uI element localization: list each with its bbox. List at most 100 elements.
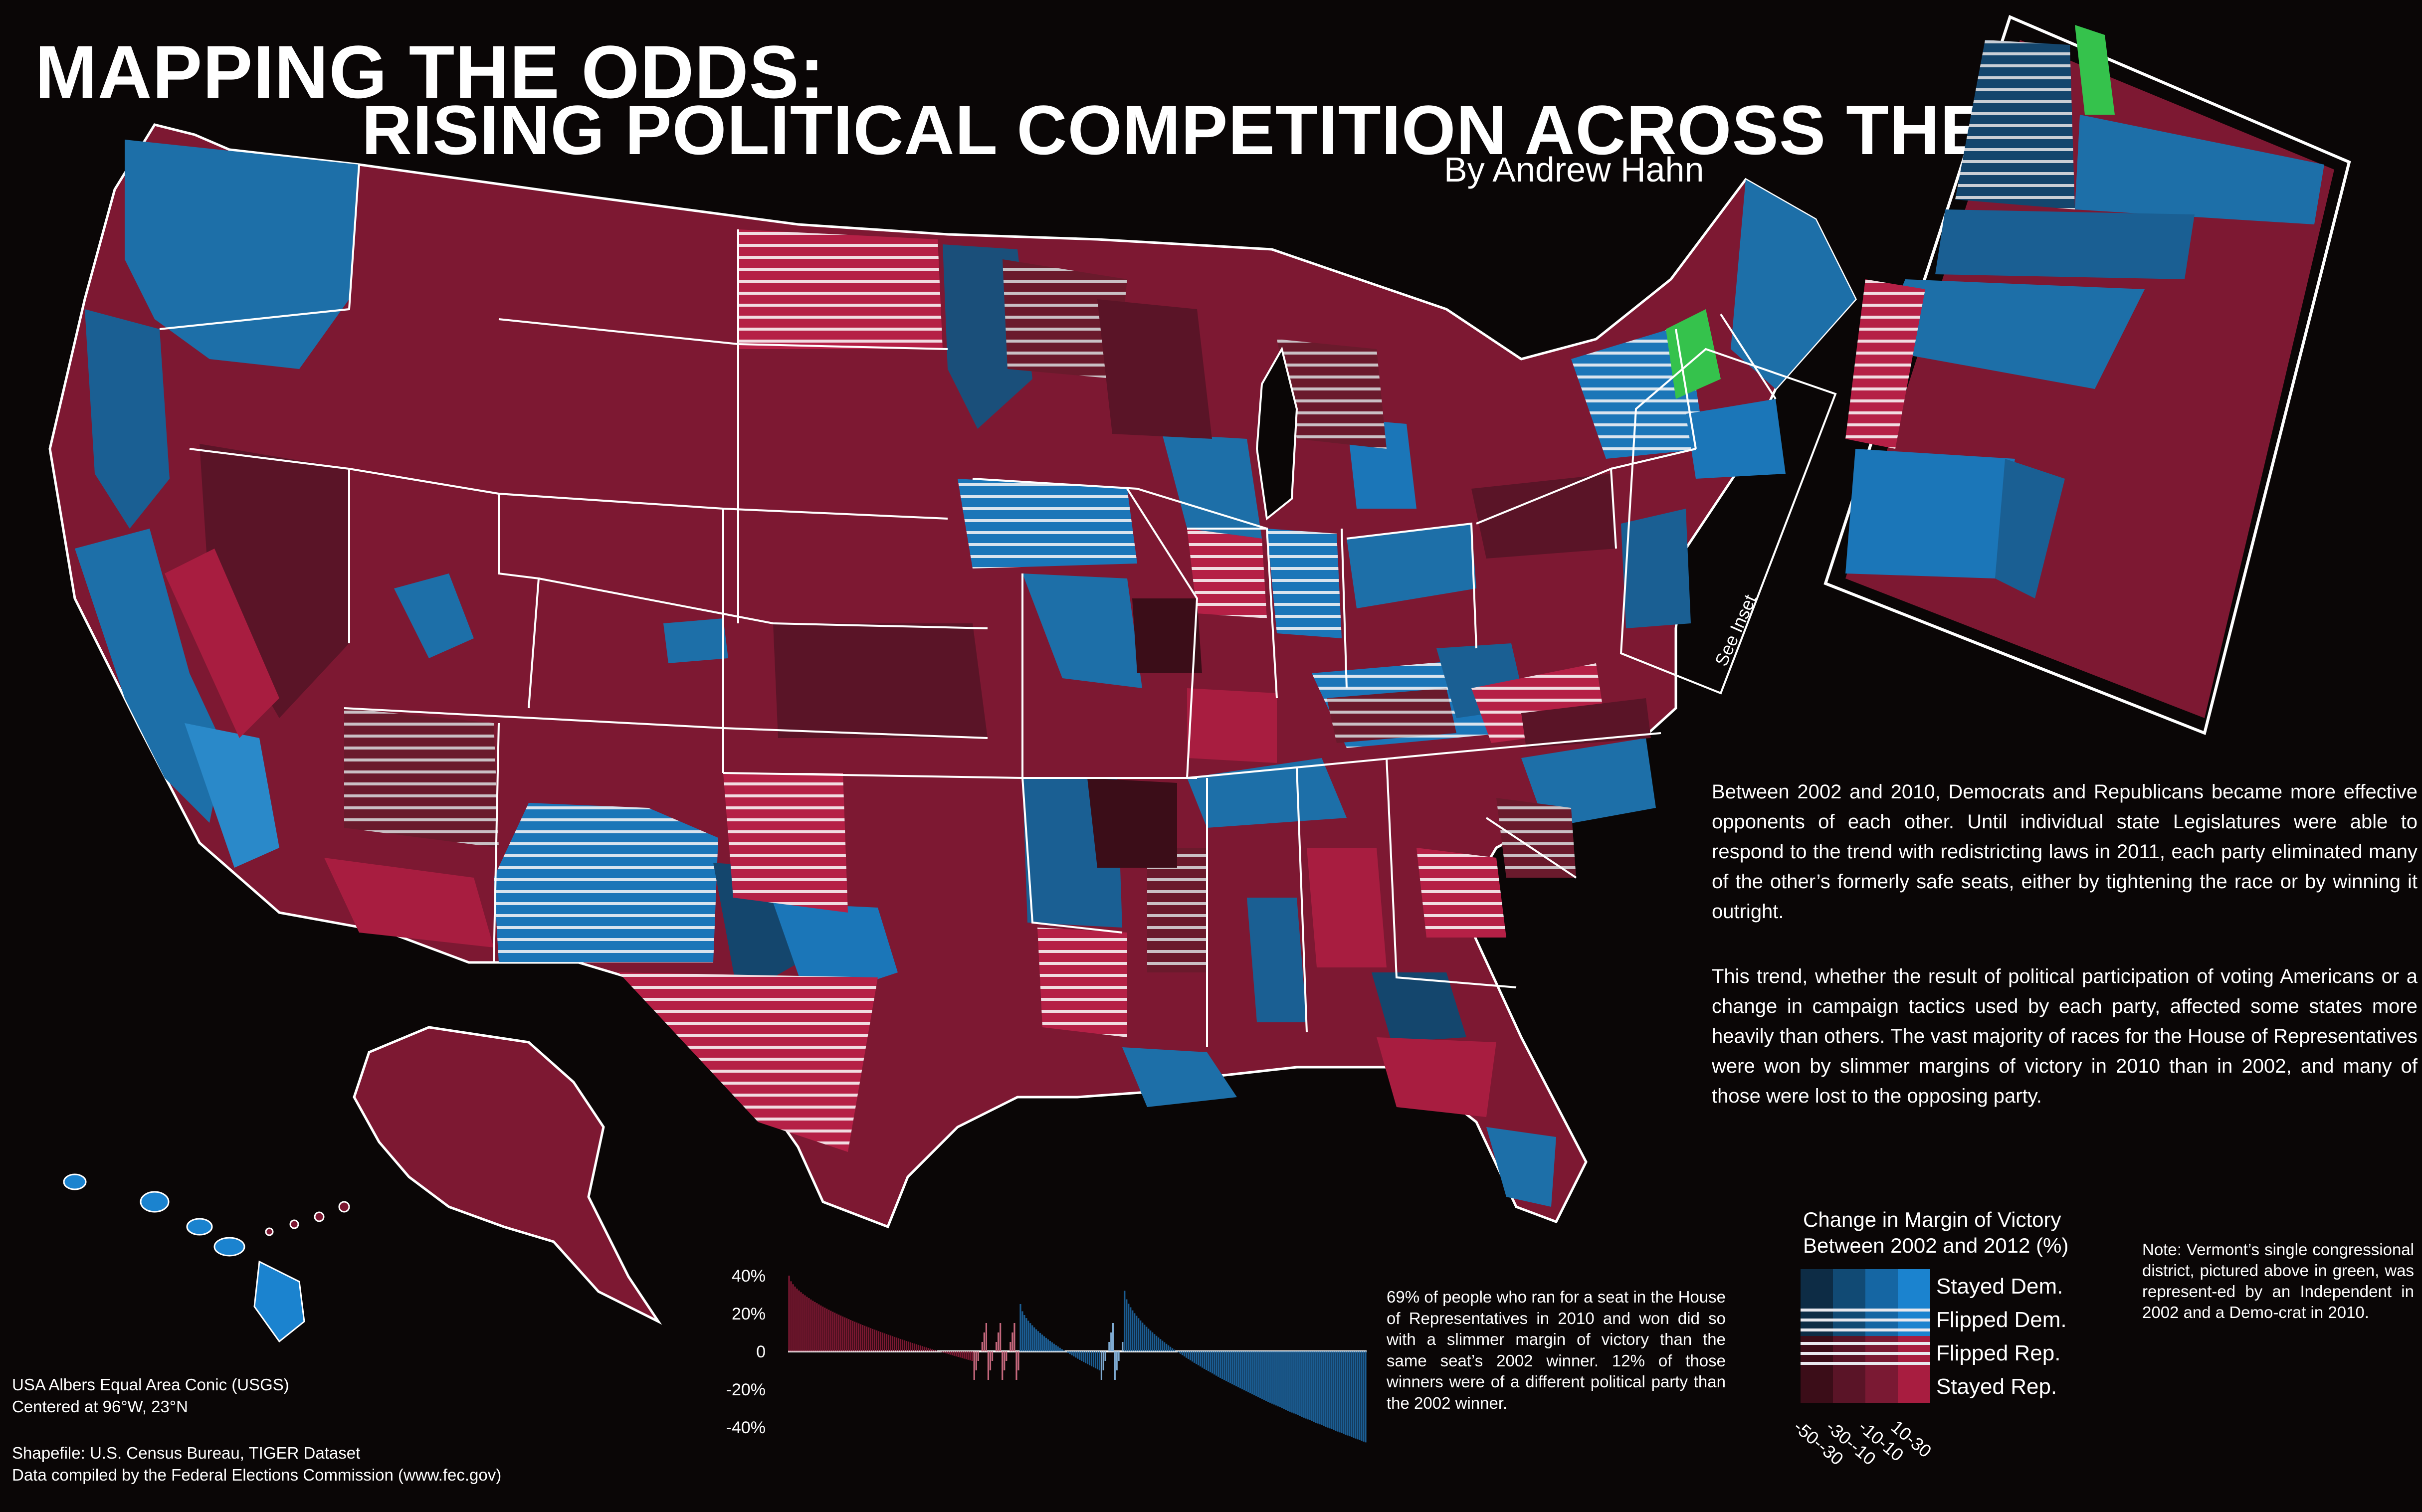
florida-panhandle-rep bbox=[1377, 1037, 1496, 1117]
tennessee-dem-region bbox=[1187, 758, 1347, 828]
projection-line-1: USA Albers Equal Area Conic (USGS) bbox=[12, 1375, 289, 1394]
legend-swatch bbox=[1865, 1269, 1898, 1303]
oregon-coast-dem-region bbox=[85, 309, 170, 529]
legend-swatch-stripe bbox=[1865, 1342, 1898, 1345]
texas-panhandle-flipped-rep bbox=[723, 773, 848, 913]
legend-swatch-stripe bbox=[1801, 1342, 1833, 1345]
michigan-north-flipped-rep bbox=[1277, 339, 1387, 449]
legend-swatch bbox=[1898, 1269, 1930, 1303]
north-carolina-dem-region bbox=[1521, 738, 1656, 828]
tennessee-flipped-rep bbox=[1327, 688, 1456, 743]
margin-bar-chart: 40% 20% 0 -20% -40% bbox=[726, 1267, 1367, 1443]
hawaii-islands bbox=[63, 1173, 305, 1343]
projection-line-2: Centered at 96°W, 23°N bbox=[12, 1397, 188, 1416]
utah-dem-region bbox=[394, 573, 474, 658]
bar-chart-tick-label: -20% bbox=[726, 1380, 766, 1399]
maine-dem-region bbox=[1731, 180, 1855, 389]
legend-swatch bbox=[1833, 1369, 1865, 1403]
northeast-inset bbox=[1823, 14, 2351, 736]
legend-swatch-stripe bbox=[1865, 1328, 1898, 1331]
paragraph-1: Between 2002 and 2010, Democrats and Rep… bbox=[1712, 781, 2418, 923]
ohio-dem-region bbox=[1347, 524, 1476, 608]
alabama-rep bbox=[1307, 848, 1387, 967]
arizona-flipped-rep bbox=[344, 708, 499, 848]
projection-note: USA Albers Equal Area Conic (USGS) Cente… bbox=[12, 1374, 289, 1418]
legend-swatch-stripe bbox=[1865, 1362, 1898, 1365]
inset-delaware-dem bbox=[1995, 459, 2065, 598]
legend-swatch-stripe bbox=[1801, 1352, 1833, 1355]
aleutian-islands bbox=[265, 1201, 350, 1236]
missouri-dark-rep bbox=[1132, 598, 1202, 673]
indiana-dem-region bbox=[1267, 529, 1342, 638]
inset-pointer-box bbox=[1619, 348, 1837, 695]
inset-vermont bbox=[2075, 25, 2115, 115]
colorado-dem-region bbox=[663, 618, 728, 663]
legend-swatch bbox=[1898, 1369, 1930, 1403]
legend-swatch-stripe bbox=[1898, 1362, 1930, 1365]
south-carolina-flipped-rep bbox=[1496, 798, 1576, 878]
legend-swatch-stripe bbox=[1833, 1309, 1865, 1312]
missouri-south-rep bbox=[1187, 688, 1277, 763]
inset-new-jersey-dem bbox=[1875, 279, 2145, 389]
legend-swatch-stripe bbox=[1898, 1319, 1930, 1322]
bar-chart-tick-label: 20% bbox=[732, 1305, 766, 1323]
legend-swatch bbox=[1801, 1369, 1833, 1403]
legend-swatch-stripe bbox=[1865, 1309, 1898, 1312]
legend-swatch-stripe bbox=[1801, 1309, 1833, 1312]
washington-west-dem-region bbox=[125, 140, 359, 369]
kansas-dark-rep bbox=[773, 623, 988, 738]
legend-swatch bbox=[1865, 1369, 1898, 1403]
legend-swatch-stripe bbox=[1801, 1319, 1833, 1322]
vermont-note: Note: Vermont’s single congressional dis… bbox=[2142, 1240, 2414, 1322]
mid-atlantic-dem-region bbox=[1621, 509, 1691, 628]
legend-swatches bbox=[1801, 1269, 1930, 1403]
california-south-dem-region bbox=[185, 723, 279, 868]
stayed-republican-bright-districts bbox=[165, 549, 1496, 1117]
flipped-republican-districts bbox=[344, 229, 1606, 1152]
bar-chart-tick-label: 40% bbox=[732, 1267, 766, 1286]
arkansas-dark-rep bbox=[1087, 778, 1177, 868]
missouri-dem-region bbox=[1022, 573, 1142, 688]
north-dakota-flipped-rep bbox=[738, 229, 943, 349]
alabama-dem-region bbox=[1247, 898, 1307, 1022]
legend-swatch-stripe bbox=[1833, 1319, 1865, 1322]
illinois-flipped-rep bbox=[1187, 529, 1267, 618]
paragraph-2: This trend, whether the result of politi… bbox=[1712, 965, 2418, 1107]
vermont-district bbox=[1666, 309, 1721, 399]
iowa-dem-region bbox=[958, 479, 1137, 568]
legend-row-stayed-rep: Stayed Rep. bbox=[1936, 1374, 2057, 1399]
inset-new-york-stripes bbox=[1955, 40, 2075, 209]
minnesota-east-flipped-rep bbox=[1003, 259, 1127, 379]
new-england-dem-region bbox=[1686, 399, 1786, 479]
legend-swatch bbox=[1801, 1269, 1833, 1303]
california-coast-dem-region bbox=[75, 529, 224, 823]
inset-connecticut-dem bbox=[1935, 209, 2195, 279]
legend-swatch-stripe bbox=[1833, 1362, 1865, 1365]
legend-title: Change in Margin of Victory Between 2002… bbox=[1803, 1207, 2068, 1259]
lake-michigan bbox=[1255, 346, 1298, 521]
source-line-2: Data compiled by the Federal Elections C… bbox=[12, 1466, 502, 1484]
legend-swatch-stripe bbox=[1898, 1309, 1930, 1312]
louisiana-flipped-rep bbox=[1037, 928, 1127, 1037]
florida-dem-region bbox=[1486, 1127, 1556, 1207]
legend-row-stayed-dem: Stayed Dem. bbox=[1936, 1274, 2063, 1299]
legend-swatch-stripe bbox=[1833, 1342, 1865, 1345]
georgia-flipped-rep bbox=[1416, 848, 1506, 938]
pennsylvania-dark-rep bbox=[1471, 474, 1616, 559]
mississippi-flipped-rep bbox=[1147, 848, 1207, 972]
legend-row-flipped-rep: Flipped Rep. bbox=[1936, 1341, 2061, 1365]
title-line-1: MAPPING THE ODDS: bbox=[35, 30, 825, 114]
georgia-dem-region bbox=[1372, 972, 1466, 1042]
legend-swatch-stripe bbox=[1898, 1352, 1930, 1355]
california-central-rep bbox=[165, 549, 279, 738]
byline: By Andrew Hahn bbox=[1444, 150, 1704, 189]
wisconsin-dark-rep bbox=[1097, 299, 1212, 439]
dark-republican-districts bbox=[200, 299, 1651, 868]
legend-swatch-stripe bbox=[1898, 1328, 1930, 1331]
source-line-1: Shapefile: U.S. Census Bureau, TIGER Dat… bbox=[12, 1444, 361, 1462]
louisiana-dem-region bbox=[1122, 1047, 1237, 1107]
alaska-shape bbox=[353, 1026, 662, 1325]
state-borders bbox=[159, 164, 1777, 1047]
inset-pennsylvania-stripes bbox=[1845, 279, 1925, 449]
